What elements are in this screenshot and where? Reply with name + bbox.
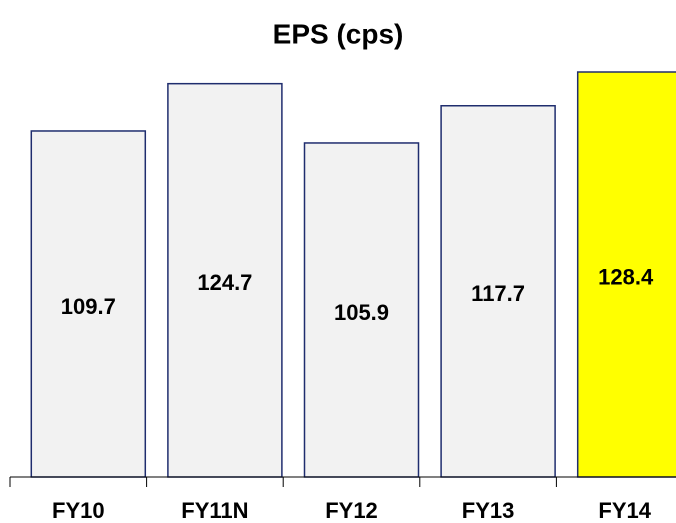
data-label: 117.7 <box>471 281 525 306</box>
bar <box>440 105 556 478</box>
chart-title: EPS (cps) <box>273 18 404 49</box>
data-label: 109.7 <box>61 294 116 319</box>
bar <box>167 82 283 478</box>
x-tick-label: FY10 <box>52 498 105 523</box>
x-tick-label: FY11N <box>181 498 248 523</box>
x-tick-label: FY14 <box>598 498 651 523</box>
data-label: 105.9 <box>334 300 389 325</box>
bar <box>576 71 676 478</box>
x-tick-label: FY12 <box>325 498 378 523</box>
data-label: 128.4 <box>598 264 654 289</box>
bar <box>303 142 420 478</box>
data-label: 124.7 <box>197 270 252 295</box>
x-tick-label: FY13 <box>462 498 515 523</box>
bar <box>30 130 147 478</box>
